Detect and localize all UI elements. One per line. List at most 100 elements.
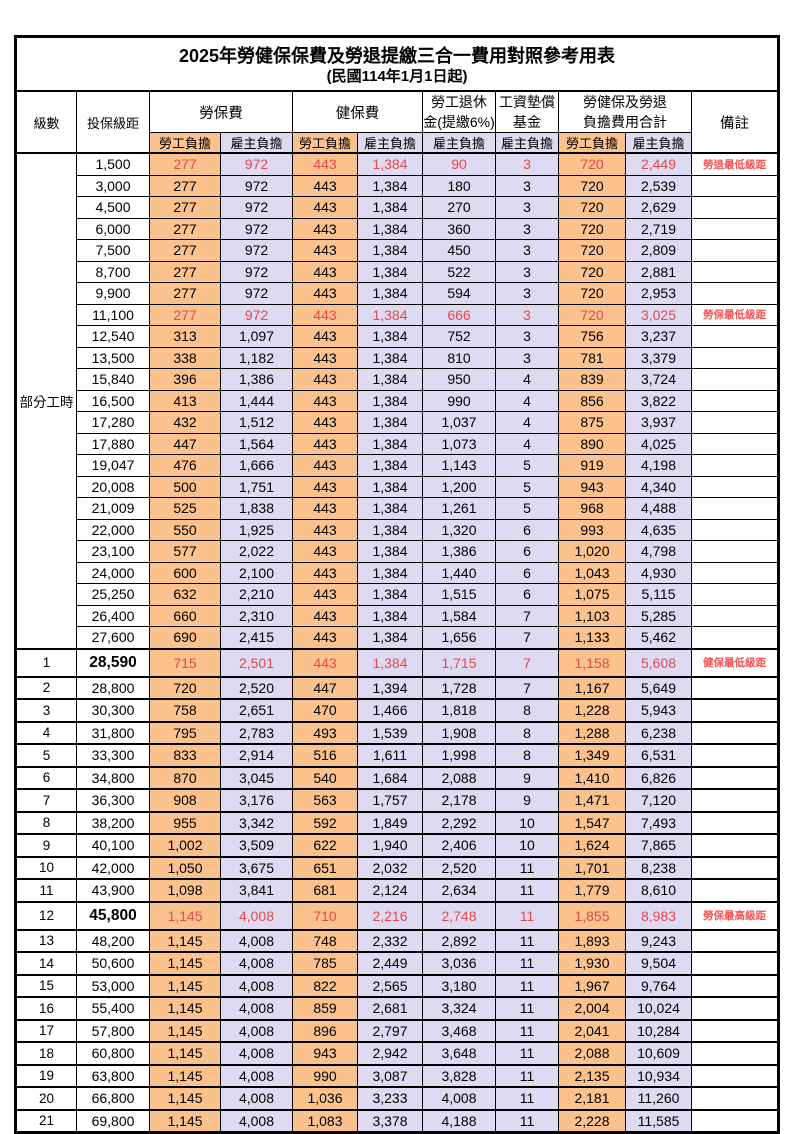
bracket-cell: 3,000: [76, 174, 150, 197]
total-employee-cell: 943: [558, 475, 626, 498]
pension-employer-cell: 180: [422, 174, 496, 197]
pension-employer-cell: 270: [422, 196, 496, 219]
li-employee-cell: 1,050: [149, 855, 221, 880]
total-employer-cell: 9,764: [625, 973, 692, 998]
bracket-cell: 60,800: [76, 1041, 150, 1065]
pension-employer-cell: 1,386: [422, 540, 496, 563]
table-row: 6 34,800 870 3,045 540 1,684 2,088 9 1,410 6,826: [15, 765, 780, 790]
hi-employee-cell: 443: [292, 540, 358, 563]
pension-employer-cell: 2,634: [422, 878, 496, 902]
li-employer-cell: 972: [220, 152, 293, 176]
pension-employer-cell: 1,998: [422, 743, 496, 767]
hi-employer-cell: 1,384: [357, 260, 423, 283]
reference-sheet: 2025年勞健保保費及勞退提繳三合一費用對照參考用表 (民國114年1月1日起)…: [14, 35, 781, 1134]
li-employee-cell: 1,098: [149, 878, 221, 902]
wage-fund-employer-cell: 11: [495, 1108, 559, 1133]
pension-employer-cell: 752: [422, 325, 496, 348]
wage-fund-employer-cell: 11: [495, 855, 559, 880]
bracket-cell: 55,400: [76, 996, 150, 1020]
li-employee-cell: 908: [149, 788, 221, 812]
total-employer-cell: 9,243: [625, 928, 692, 953]
pension-employer-cell: 2,520: [422, 855, 496, 880]
hi-employee-cell: 443: [292, 152, 358, 176]
hi-employee-cell: 443: [292, 346, 358, 369]
total-employee-cell: 1,855: [558, 900, 626, 931]
li-employer-cell: 1,386: [220, 368, 293, 391]
total-employee-cell: 1,779: [558, 878, 626, 902]
total-employee-cell: 1,288: [558, 720, 626, 745]
level-cell: 18: [15, 1041, 77, 1065]
hi-employer-cell: 2,942: [357, 1041, 423, 1065]
remark-cell: 健保最低級距: [690, 647, 780, 678]
total-employee-cell: 1,410: [558, 765, 626, 790]
total-employer-cell: 4,340: [625, 475, 692, 498]
total-employee-cell: 1,103: [558, 604, 626, 627]
pension-employer-cell: 4,008: [422, 1086, 496, 1110]
pension-employer-cell: 1,073: [422, 432, 496, 455]
li-employer-cell: 1,925: [220, 518, 293, 541]
li-employer-cell: 4,008: [220, 1041, 293, 1065]
bracket-cell: 40,100: [76, 833, 150, 857]
wage-fund-employer-cell: 6: [495, 561, 559, 584]
table-row: 6,000 277 972 443 1,384 360 3 720 2,719: [16, 217, 780, 240]
remark-cell: [690, 855, 780, 880]
hi-employee-cell: 785: [292, 951, 358, 975]
li-employer-cell: 1,838: [220, 497, 293, 520]
total-employer-cell: 2,539: [625, 174, 692, 197]
subheader-hi-employee: 勞工負擔: [292, 132, 358, 154]
total-employer-cell: 8,610: [625, 878, 692, 902]
wage-fund-employer-cell: 9: [495, 788, 559, 812]
li-employer-cell: 4,008: [220, 928, 293, 953]
table-row: 3,000 277 972 443 1,384 180 3 720 2,539: [16, 174, 780, 197]
wage-fund-employer-cell: 10: [495, 810, 559, 835]
total-employee-cell: 1,020: [558, 540, 626, 563]
level-cell: 13: [15, 928, 77, 953]
wage-fund-employer-cell: 11: [495, 1063, 559, 1088]
table-row: 25,250 632 2,210 443 1,384 1,515 6 1,075 5,115: [16, 583, 780, 606]
remark-cell: [690, 196, 780, 219]
level-cell: 6: [15, 765, 77, 790]
li-employee-cell: 396: [149, 368, 221, 391]
total-employer-cell: 5,462: [625, 626, 692, 649]
remark-cell: [690, 454, 780, 477]
level-cell: 15: [15, 973, 77, 998]
table-row: 15,840 396 1,386 443 1,384 950 4 839 3,724: [16, 368, 780, 391]
total-employer-cell: 10,284: [625, 1018, 692, 1043]
bracket-cell: 66,800: [76, 1086, 150, 1110]
total-employee-cell: 720: [558, 260, 626, 283]
bracket-cell: 17,280: [76, 411, 150, 434]
total-employer-cell: 6,531: [625, 743, 692, 767]
li-employer-cell: 972: [220, 239, 293, 262]
total-employee-cell: 839: [558, 368, 626, 391]
total-employer-cell: 8,983: [625, 900, 692, 931]
table-row: 9,900 277 972 443 1,384 594 3 720 2,953: [16, 282, 780, 305]
total-employee-cell: 1,349: [558, 743, 626, 767]
li-employer-cell: 1,751: [220, 475, 293, 498]
li-employee-cell: 277: [149, 303, 221, 326]
pension-employer-cell: 3,324: [422, 996, 496, 1020]
bracket-cell: 24,000: [76, 561, 150, 584]
li-employer-cell: 2,501: [220, 647, 293, 678]
total-employer-cell: 3,025: [625, 303, 692, 326]
remark-cell: [690, 810, 780, 835]
total-employer-cell: 3,237: [625, 325, 692, 348]
hi-employee-cell: 443: [292, 196, 358, 219]
remark-cell: [690, 368, 780, 391]
subheader-pension-employer: 雇主負擔: [422, 132, 496, 154]
hi-employer-cell: 2,681: [357, 996, 423, 1020]
li-employee-cell: 432: [149, 411, 221, 434]
total-employer-cell: 10,609: [625, 1041, 692, 1065]
remark-cell: [690, 239, 780, 262]
pension-employer-cell: 360: [422, 217, 496, 240]
li-employer-cell: 972: [220, 303, 293, 326]
table-row: 部分工時 1,500 277 972 443 1,384 90 3 720 2,449 勞退最低級距: [15, 152, 780, 649]
pension-employer-cell: 3,036: [422, 951, 496, 975]
total-employee-cell: 1,624: [558, 833, 626, 857]
wage-fund-employer-cell: 3: [495, 260, 559, 283]
li-employer-cell: 4,008: [220, 951, 293, 975]
remark-cell: [690, 518, 780, 541]
total-employee-cell: 2,228: [558, 1108, 626, 1133]
bracket-cell: 17,880: [76, 432, 150, 455]
table-row: 17 57,800 1,145 4,008 896 2,797 3,468 11 2,041 10…: [15, 1018, 780, 1043]
header-pension-line2: 金(提繳6%): [422, 112, 496, 133]
